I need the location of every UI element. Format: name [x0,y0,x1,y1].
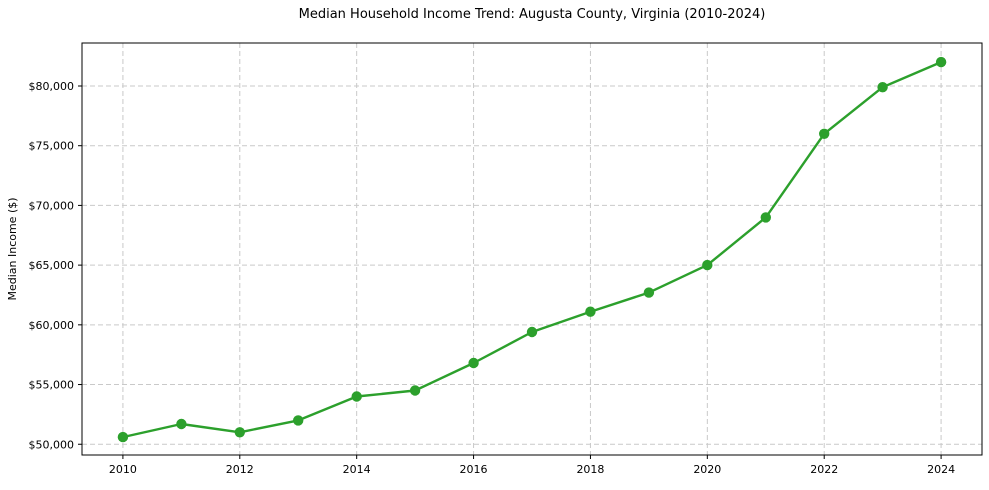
chart-title: Median Household Income Trend: Augusta C… [298,7,766,22]
data-point-marker [176,418,187,430]
x-tick-label: 2018 [576,463,604,476]
y-tick-label: $60,000 [29,319,75,332]
y-tick-label: $70,000 [29,199,75,212]
y-tick-label: $50,000 [29,438,75,451]
x-tick-label: 2014 [343,463,371,476]
data-point-marker [409,385,421,396]
income-trend-line [121,60,943,439]
data-point-marker [877,82,888,93]
y-tick-label: $55,000 [29,379,75,392]
x-tick-label: 2022 [810,463,838,476]
y-tick-label: $80,000 [29,80,75,93]
y-axis-label: Median Income ($) [6,197,19,300]
data-point-marker [468,357,479,369]
data-point-marker [935,56,947,68]
data-point-marker [702,259,713,271]
data-point-marker [351,391,362,402]
data-point-marker [819,128,830,139]
x-tick-label: 2024 [927,463,955,476]
x-tick-label: 2010 [109,463,137,476]
data-point-marker [643,287,655,298]
data-point-marker [585,306,596,317]
data-point-marker [760,212,771,223]
data-point-marker [293,415,304,426]
x-tick-label: 2020 [693,463,721,476]
plot-border [81,42,983,456]
x-tick-label: 2016 [460,463,488,476]
data-point-marker [526,326,538,338]
y-tick-label: $75,000 [29,140,75,153]
data-point-marker [234,427,245,438]
x-tick-label: 2012 [226,463,254,476]
data-point-marker [117,431,129,443]
y-tick-label: $65,000 [29,259,75,272]
